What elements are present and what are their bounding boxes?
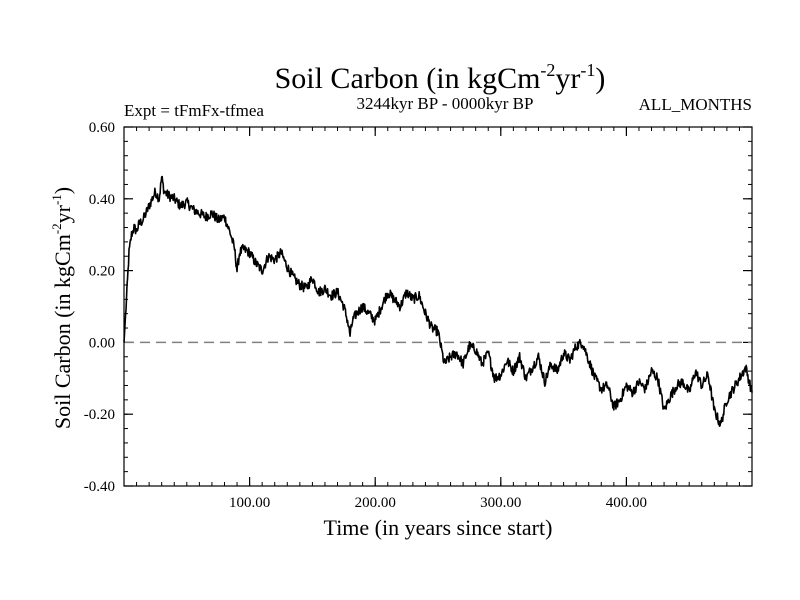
y-axis-label: Soil Carbon (in kgCm-2yr-1) [49, 187, 75, 429]
x-tick-label: 100.00 [229, 495, 270, 511]
y-tick-label: -0.40 [84, 479, 115, 495]
soil-carbon-series-line [123, 175, 753, 427]
title-mid: yr [555, 62, 580, 95]
svg-text:Soil Carbon (in kgCm-2yr-1): Soil Carbon (in kgCm-2yr-1) [275, 60, 606, 95]
chart-title: Soil Carbon (in kgCm-2yr-1) [275, 60, 606, 95]
y-tick-label: 0.20 [89, 264, 115, 280]
title-end: ) [595, 62, 605, 95]
experiment-label: Expt = tFmFx-tfmea [124, 101, 264, 120]
ylabel-mid: yr [50, 204, 75, 223]
x-axis-ticks [136, 127, 740, 486]
y-tick-label: -0.20 [84, 407, 115, 423]
y-axis-tick-labels: -0.40 -0.20 0.00 0.20 0.40 0.60 [84, 120, 115, 495]
y-axis-ticks [124, 126, 752, 487]
y-tick-label: 0.40 [89, 192, 115, 208]
x-tick-label: 400.00 [606, 495, 647, 511]
y-tick-label: 0.60 [89, 120, 115, 136]
ylabel-superscript-2: -1 [49, 194, 64, 205]
period-label: 3244kyr BP - 0000kyr BP [357, 94, 534, 113]
title-superscript-2: -1 [580, 60, 595, 80]
x-axis-label: Time (in years since start) [324, 515, 553, 540]
ylabel-superscript-1: -2 [49, 223, 64, 234]
ylabel-main: Soil Carbon (in kgCm [50, 234, 75, 429]
x-axis-tick-labels: 100.00 200.00 300.00 400.00 [229, 495, 647, 511]
title-superscript-1: -2 [540, 60, 555, 80]
title-main: Soil Carbon (in kgCm [275, 62, 541, 95]
svg-text:Soil Carbon (in kgCm-2yr-1): Soil Carbon (in kgCm-2yr-1) [49, 187, 75, 429]
y-tick-label: 0.00 [89, 335, 115, 351]
ylabel-end: ) [50, 187, 75, 194]
x-tick-label: 300.00 [480, 495, 521, 511]
x-tick-label: 200.00 [355, 495, 396, 511]
plot-frame [123, 126, 753, 487]
months-label: ALL_MONTHS [639, 95, 752, 114]
